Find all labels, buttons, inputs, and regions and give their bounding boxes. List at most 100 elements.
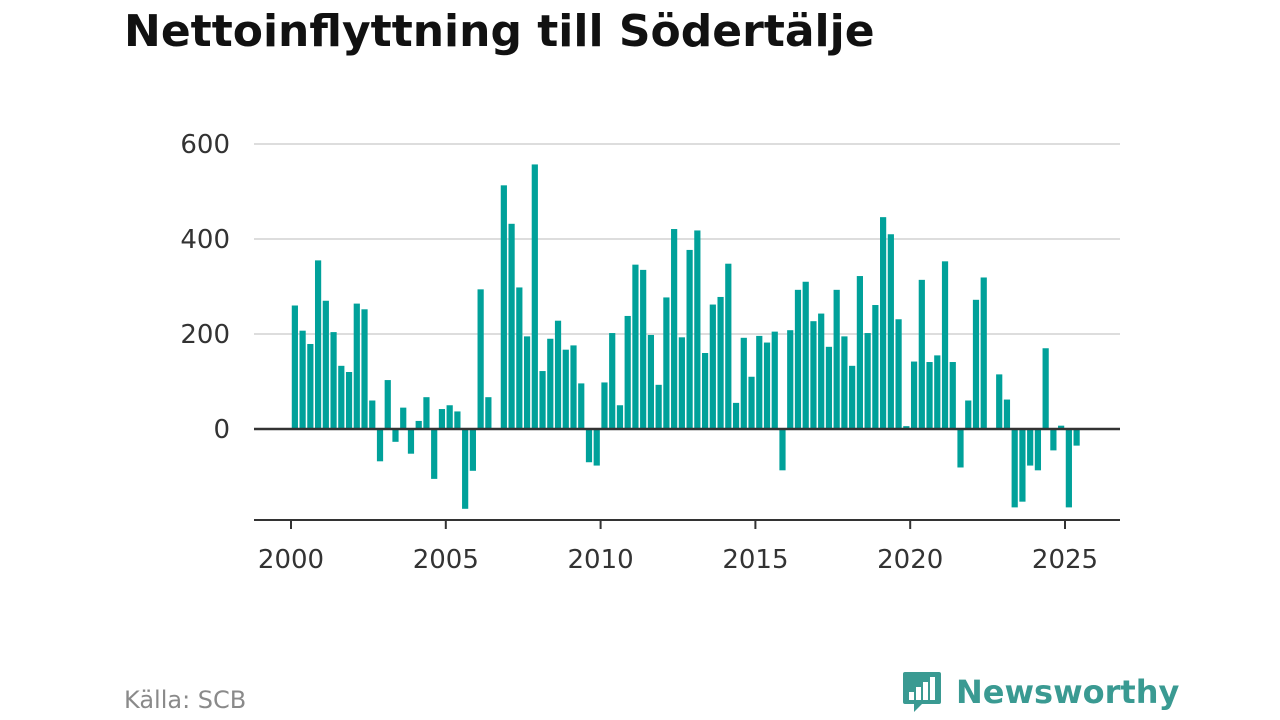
bar-2017-Q1 bbox=[818, 313, 825, 429]
bar-2012-Q4 bbox=[686, 249, 693, 429]
bar-2014-Q1 bbox=[725, 263, 732, 429]
bar-2008-Q3 bbox=[554, 320, 562, 429]
bar-2005-Q3 bbox=[462, 429, 469, 509]
bar-2014-Q2 bbox=[732, 402, 740, 430]
y-tick-label: 0 bbox=[213, 415, 230, 445]
bar-2005-Q2 bbox=[454, 411, 461, 429]
bar-2004-Q2 bbox=[423, 397, 430, 429]
bar-2024-Q3 bbox=[1050, 429, 1057, 451]
bar-2014-Q4 bbox=[748, 376, 755, 429]
bar-2011-Q1 bbox=[632, 264, 639, 429]
bar-2000-Q3 bbox=[307, 343, 314, 429]
bar-2003-Q2 bbox=[392, 429, 399, 442]
source-label: Källa: SCB bbox=[124, 686, 247, 714]
chart-title: Nettoinflyttning till Södertälje bbox=[124, 6, 875, 57]
bar-2018-Q2 bbox=[856, 276, 863, 429]
bar-2015-Q2 bbox=[763, 342, 771, 429]
bar-2004-Q1 bbox=[415, 420, 422, 429]
bar-2020-Q3 bbox=[926, 362, 933, 429]
bar-2019-Q3 bbox=[895, 319, 902, 429]
x-tick-label: 2005 bbox=[413, 545, 479, 575]
bar-2001-Q3 bbox=[338, 365, 345, 429]
bar-2002-Q4 bbox=[376, 429, 384, 462]
bar-2021-Q4 bbox=[965, 400, 972, 429]
bar-2013-Q2 bbox=[701, 353, 709, 429]
bar-2007-Q1 bbox=[508, 223, 515, 429]
bar-2010-Q2 bbox=[609, 333, 616, 429]
x-tick-label: 2020 bbox=[877, 545, 943, 575]
bar-2013-Q3 bbox=[709, 304, 716, 429]
bar-2024-Q4 bbox=[1058, 425, 1065, 429]
bar-2023-Q4 bbox=[1027, 429, 1034, 466]
bar-2002-Q1 bbox=[353, 303, 360, 429]
bar-2025-Q2 bbox=[1073, 429, 1080, 446]
axes bbox=[254, 427, 1120, 529]
bar-2010-Q3 bbox=[616, 405, 624, 429]
bar-2001-Q1 bbox=[322, 300, 329, 429]
bar-2015-Q3 bbox=[771, 331, 778, 430]
bar-2019-Q4 bbox=[903, 426, 910, 429]
bar-2015-Q4 bbox=[779, 429, 786, 471]
bar-2012-Q2 bbox=[671, 229, 678, 429]
bar-chart-speech-bubble-icon bbox=[903, 672, 941, 712]
x-tick-label: 2015 bbox=[722, 545, 788, 575]
bar-2001-Q2 bbox=[330, 332, 337, 429]
bar-2000-Q2 bbox=[299, 330, 306, 429]
bar-2008-Q1 bbox=[539, 371, 546, 429]
bar-2006-Q2 bbox=[485, 397, 492, 429]
bar-2000-Q4 bbox=[314, 260, 322, 430]
bar-2022-Q4 bbox=[996, 374, 1003, 430]
bar-2016-Q2 bbox=[794, 289, 802, 429]
bar-2009-Q2 bbox=[578, 383, 585, 429]
brand-logo: Newsworthy bbox=[902, 670, 1179, 714]
bar-2014-Q3 bbox=[740, 337, 747, 429]
bar-2021-Q2 bbox=[949, 362, 956, 429]
bar-2022-Q1 bbox=[972, 299, 980, 429]
bar-2004-Q4 bbox=[438, 409, 446, 429]
bar-2024-Q1 bbox=[1034, 429, 1042, 471]
bar-2001-Q4 bbox=[345, 372, 353, 429]
bar-2020-Q1 bbox=[910, 361, 918, 429]
bar-2024-Q2 bbox=[1042, 348, 1049, 429]
y-tick-label: 400 bbox=[180, 225, 230, 255]
bar-2009-Q3 bbox=[585, 429, 593, 463]
bar-2006-Q4 bbox=[500, 185, 507, 429]
bar-2013-Q4 bbox=[717, 296, 724, 429]
bar-2019-Q2 bbox=[887, 234, 894, 429]
bar-2009-Q4 bbox=[593, 429, 600, 466]
bar-2023-Q2 bbox=[1011, 429, 1018, 508]
bar-2000-Q1 bbox=[291, 305, 298, 429]
bar-2008-Q2 bbox=[547, 338, 554, 429]
bars bbox=[291, 164, 1080, 509]
bar-2010-Q4 bbox=[624, 315, 631, 429]
bar-2003-Q3 bbox=[400, 407, 407, 430]
bar-2008-Q4 bbox=[562, 349, 569, 430]
bar-2018-Q3 bbox=[864, 333, 871, 429]
x-tick-label: 2010 bbox=[568, 545, 634, 575]
bar-2003-Q1 bbox=[384, 380, 391, 429]
bar-2017-Q4 bbox=[841, 336, 848, 430]
bar-2016-Q1 bbox=[787, 330, 794, 429]
y-tick-label: 600 bbox=[180, 130, 230, 160]
bar-2025-Q1 bbox=[1065, 429, 1072, 508]
bar-2017-Q2 bbox=[825, 346, 833, 429]
bar-2005-Q4 bbox=[469, 429, 476, 471]
bar-2010-Q1 bbox=[601, 382, 608, 429]
bar-2007-Q2 bbox=[516, 287, 523, 429]
bar-2002-Q2 bbox=[361, 309, 368, 429]
x-tick-labels: 2000 2005 2010 2015 2020 2025 bbox=[258, 545, 1098, 575]
bar-2016-Q3 bbox=[802, 281, 809, 429]
bar-2020-Q2 bbox=[918, 279, 925, 429]
bar-2006-Q1 bbox=[477, 289, 484, 429]
bar-2015-Q1 bbox=[756, 335, 763, 429]
bar-2023-Q3 bbox=[1019, 429, 1026, 502]
x-tick-label: 2025 bbox=[1032, 545, 1098, 575]
bar-2023-Q1 bbox=[1003, 399, 1011, 429]
bar-2007-Q4 bbox=[531, 164, 538, 429]
bar-2022-Q2 bbox=[980, 277, 987, 430]
bar-2021-Q3 bbox=[957, 429, 964, 468]
bar-2019-Q1 bbox=[880, 217, 887, 429]
bar-2013-Q1 bbox=[694, 230, 701, 429]
